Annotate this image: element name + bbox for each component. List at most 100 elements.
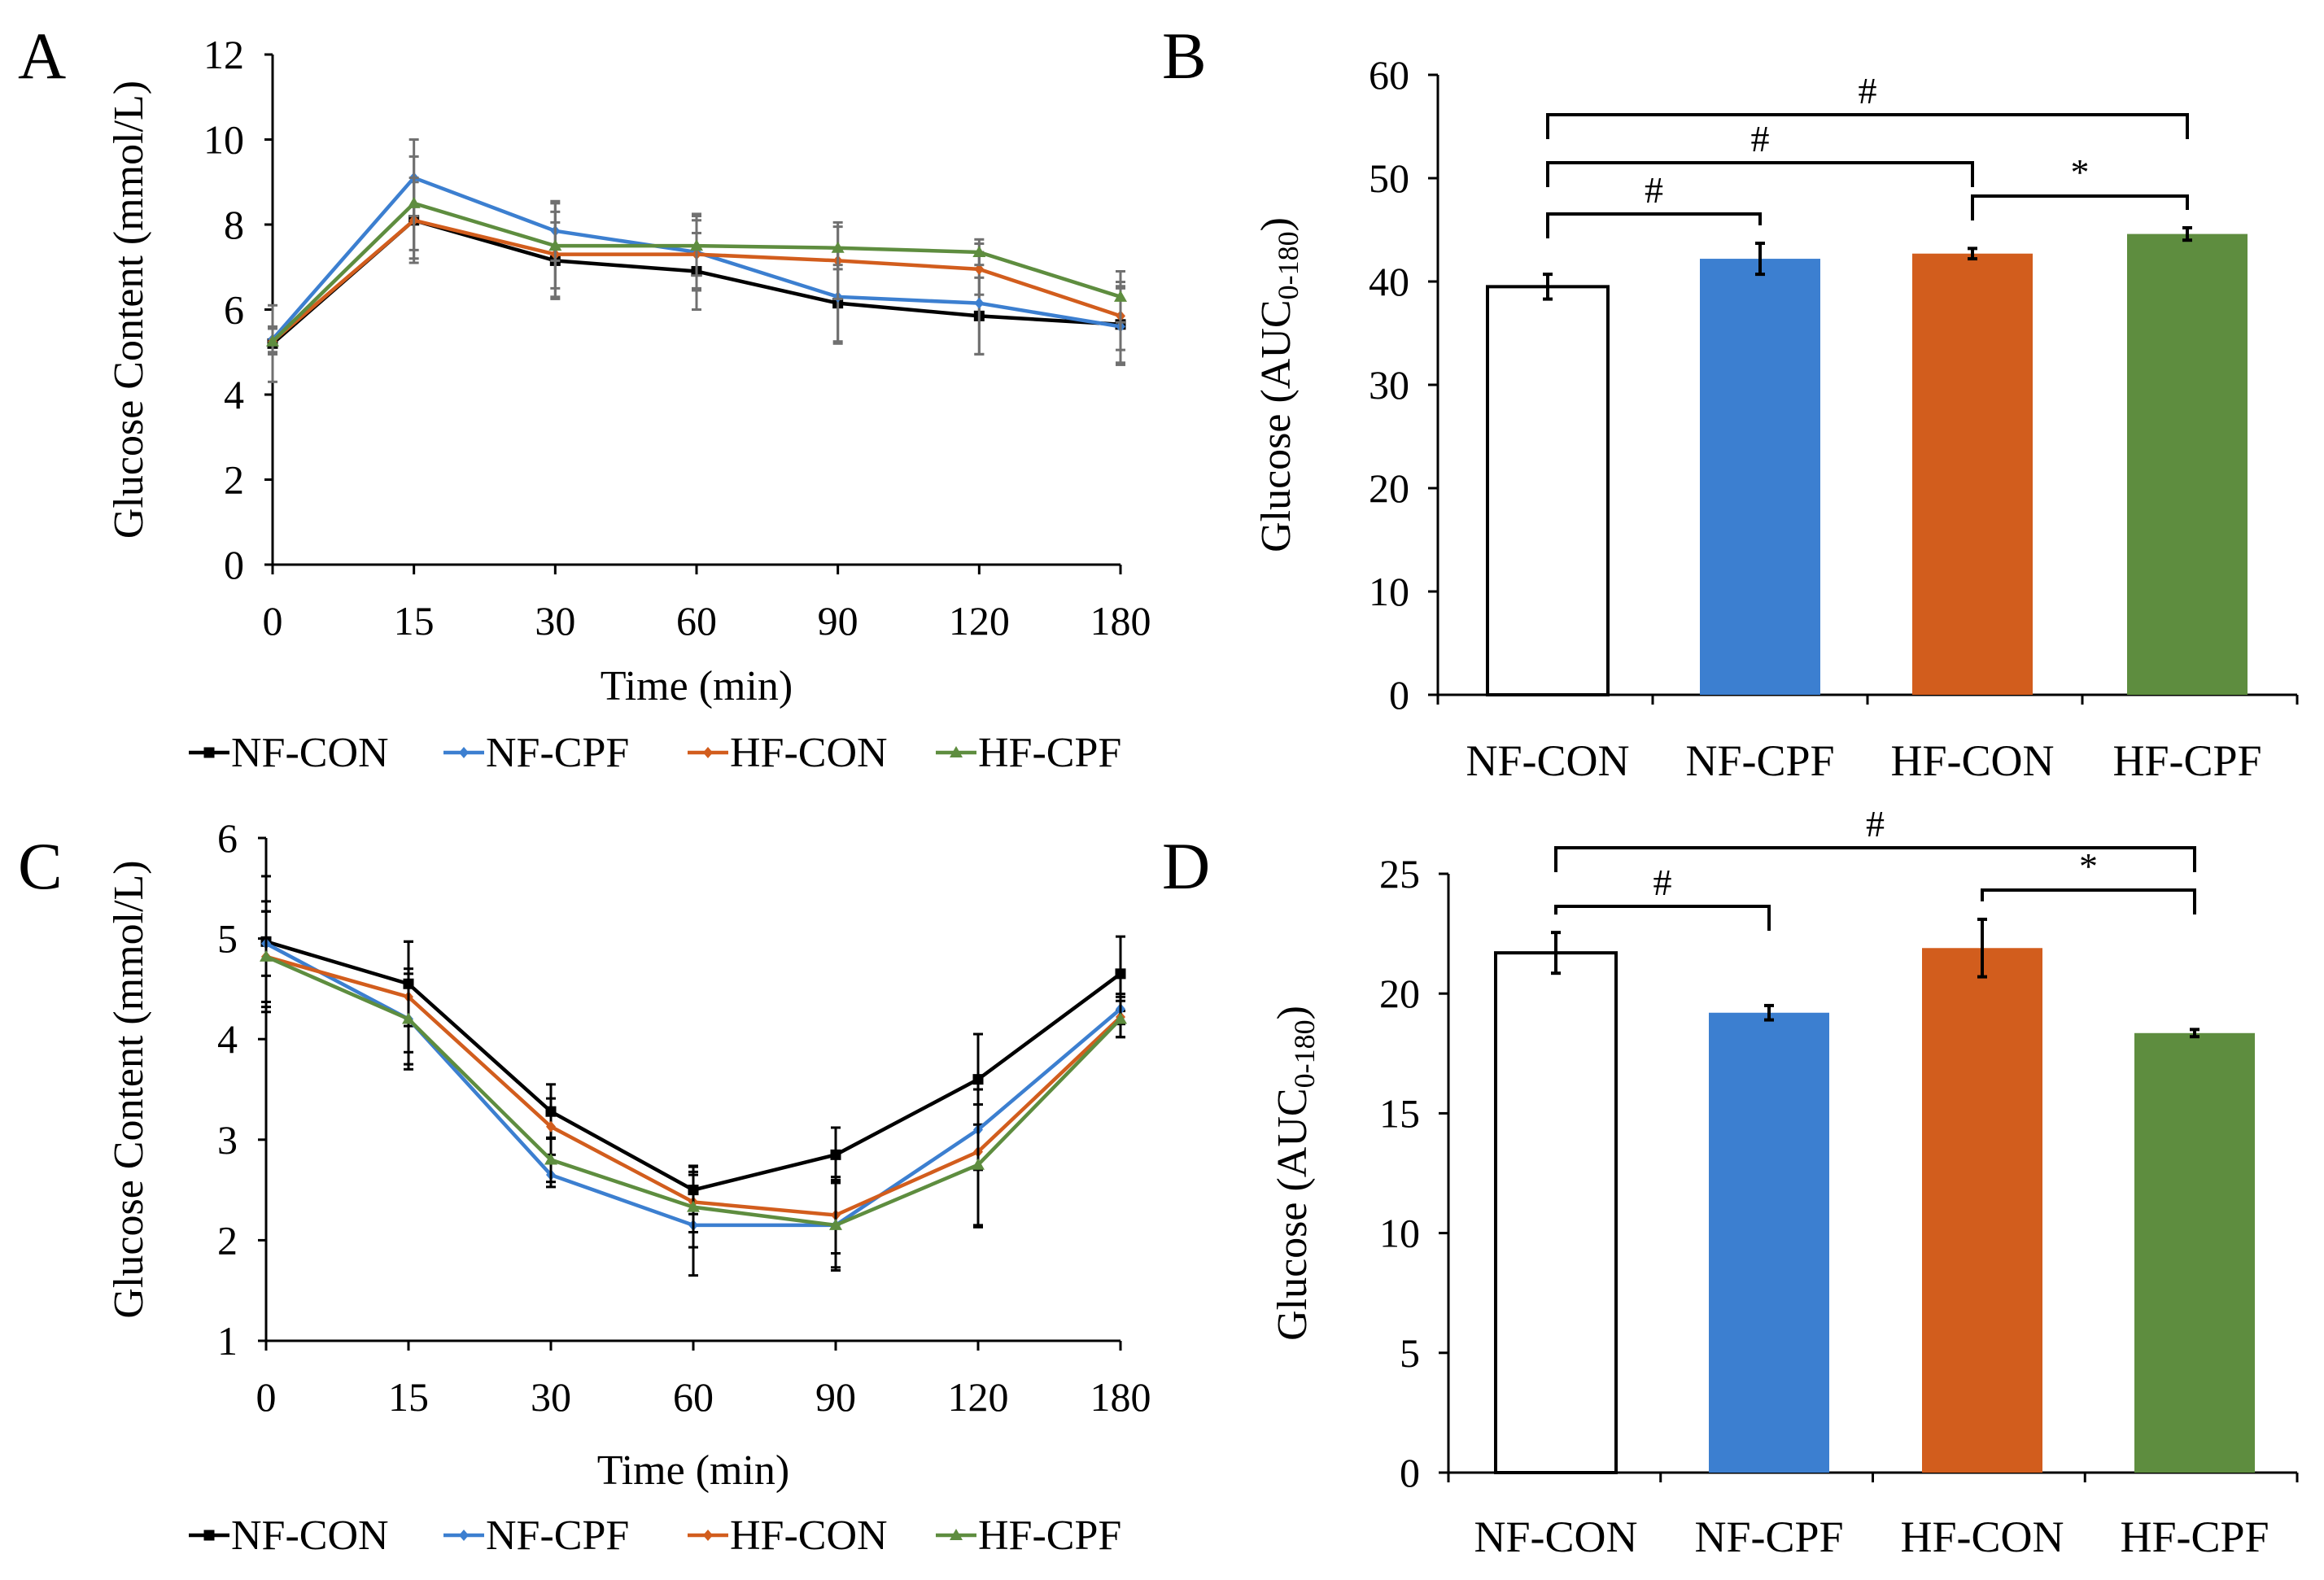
bar: [1700, 259, 1820, 695]
significance-mark: #: [1653, 862, 1672, 903]
category-label: HF-CPF: [2112, 736, 2261, 785]
y-tick-label: 5: [217, 916, 238, 962]
bar: [2134, 1032, 2255, 1473]
y-axis-label: Glucose (AUC0-180): [1253, 217, 1304, 552]
y-tick-label: 0: [1389, 672, 1409, 718]
legend-marker: [703, 747, 713, 758]
data-point: [1115, 968, 1126, 980]
legend-item-nf-cpf: NF-CPF: [443, 730, 629, 776]
significance-mark: *: [2071, 151, 2090, 193]
bar: [2127, 234, 2248, 696]
significance-mark: #: [1751, 118, 1770, 159]
bar-nf-con: [1494, 931, 1618, 1474]
bar-hf-cpf: [2134, 1028, 2255, 1473]
significance-bracket: *: [1971, 151, 2189, 220]
data-point: [974, 263, 985, 275]
x-tick-label: 60: [676, 598, 717, 644]
bar-hf-cpf: [2127, 225, 2248, 696]
legend-item-nf-cpf: NF-CPF: [443, 1512, 629, 1559]
legend-marker: [459, 1530, 469, 1541]
bar: [1486, 285, 1610, 696]
significance-bracket: #: [1546, 118, 1974, 187]
y-axis-label-subscript: 0-180: [1272, 231, 1304, 299]
legend-label: HF-CPF: [978, 730, 1121, 776]
data-point: [402, 1012, 415, 1024]
data-point: [1114, 1012, 1127, 1024]
category-label: NF-CON: [1466, 736, 1629, 785]
bar: [1922, 948, 2042, 1473]
bracket-line: [1546, 161, 1974, 187]
legend-label: NF-CON: [231, 1512, 389, 1559]
significance-mark: #: [1645, 169, 1663, 211]
legend-label: HF-CON: [730, 1512, 888, 1559]
data-point: [266, 334, 279, 347]
y-axis-label: Glucose (AUC0-180): [1269, 1006, 1321, 1341]
data-point: [544, 1153, 557, 1165]
y-axis-label-main: Glucose (AUC: [1269, 1088, 1316, 1341]
y-tick-label: 0: [1400, 1450, 1420, 1495]
legend-item-nf-con: NF-CON: [189, 1512, 389, 1559]
data-point: [690, 239, 703, 251]
bar-hf-con: [1912, 247, 2033, 696]
series-nf-con: [260, 875, 1126, 1216]
data-point: [260, 949, 273, 962]
data-point: [548, 239, 562, 251]
category-label: NF-CPF: [1685, 736, 1834, 785]
x-tick-label: 120: [948, 1374, 1009, 1420]
panel-letter: B: [1162, 19, 1207, 93]
y-axis-label-close: ): [1269, 1006, 1316, 1019]
y-tick-label: 3: [217, 1117, 238, 1163]
legend-label: NF-CPF: [486, 730, 629, 776]
y-tick-label: 25: [1379, 851, 1420, 897]
significance-mark: *: [2079, 845, 2098, 887]
category-label: NF-CPF: [1694, 1512, 1843, 1561]
data-point: [1114, 290, 1127, 302]
x-axis-label: Time (min): [601, 663, 793, 709]
x-tick-label: 180: [1090, 1374, 1151, 1420]
y-tick-label: 60: [1369, 52, 1409, 98]
y-tick-label: 50: [1369, 155, 1409, 201]
bar: [1709, 1012, 1829, 1473]
category-label: NF-CON: [1474, 1512, 1637, 1561]
panel-d: D 0 5 10 15 20 25 Glucose (AUC0-180) NF-CON NF-CP…: [1162, 803, 2299, 1561]
y-tick-label: 10: [1369, 569, 1409, 614]
legend-item-hf-cpf: HF-CPF: [936, 1512, 1121, 1559]
bracket-line: [1971, 194, 2189, 220]
significance-bracket: #: [1554, 803, 2196, 872]
bracket-line: [1554, 846, 2196, 872]
legend-marker: [703, 1530, 713, 1541]
bar-nf-cpf: [1709, 1003, 1829, 1473]
data-point: [829, 1218, 842, 1230]
y-tick-label: 2: [217, 1217, 238, 1263]
panel-letter: A: [18, 19, 66, 93]
x-tick-label: 30: [531, 1374, 571, 1420]
bracket-line: [1546, 113, 2189, 139]
significance-bracket: #: [1554, 862, 1771, 931]
series-hf-cpf: [260, 910, 1127, 1272]
y-tick-label: 40: [1369, 259, 1409, 304]
x-tick-label: 180: [1090, 598, 1151, 644]
y-tick-label: 2: [224, 457, 244, 503]
x-tick-label: 90: [818, 598, 858, 644]
bracket-line: [1981, 888, 2196, 914]
legend-label: HF-CON: [730, 730, 888, 776]
y-axis-label-subscript: 0-180: [1288, 1019, 1321, 1088]
x-tick-label: 0: [256, 1374, 277, 1420]
legend-marker: [459, 747, 469, 758]
y-tick-label: 10: [203, 117, 244, 163]
category-label: HF-CON: [1900, 1512, 2064, 1561]
data-point: [974, 297, 985, 309]
legend-label: HF-CPF: [978, 1512, 1121, 1559]
legend-marker: [203, 1530, 215, 1541]
category-label: HF-CPF: [2120, 1512, 2269, 1561]
significance-bracket: #: [1546, 70, 2189, 139]
bar-hf-con: [1922, 917, 2042, 1473]
y-tick-label: 15: [1379, 1090, 1420, 1136]
data-point: [972, 245, 986, 257]
bracket-line: [1554, 905, 1771, 931]
bar: [1912, 253, 2033, 696]
legend-marker: [950, 746, 963, 757]
legend-item-hf-con: HF-CON: [688, 730, 888, 776]
